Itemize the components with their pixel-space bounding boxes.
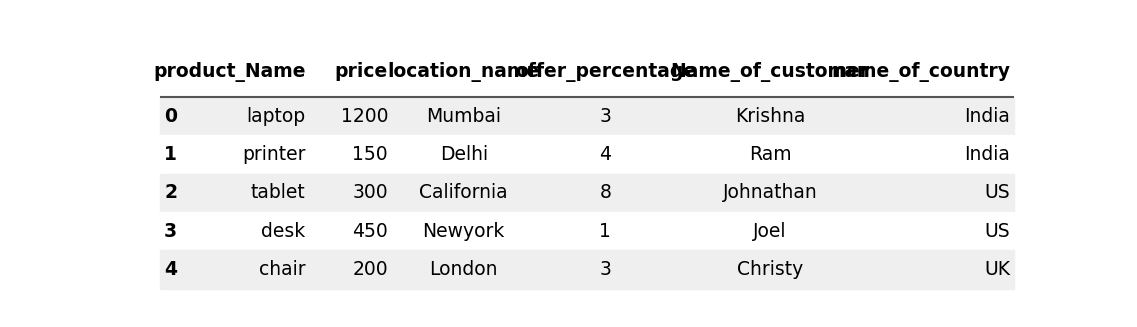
Text: Krishna: Krishna <box>735 107 805 126</box>
Text: Ram: Ram <box>748 145 791 164</box>
Text: offer_percentage: offer_percentage <box>515 62 696 82</box>
Text: 3: 3 <box>599 107 612 126</box>
Text: UK: UK <box>985 260 1010 279</box>
Text: London: London <box>430 260 498 279</box>
Text: 1: 1 <box>164 145 177 164</box>
Text: 4: 4 <box>164 260 177 279</box>
Text: Delhi: Delhi <box>440 145 488 164</box>
Text: location_name: location_name <box>388 62 540 82</box>
Text: Mumbai: Mumbai <box>426 107 501 126</box>
Text: US: US <box>985 183 1010 202</box>
Text: Joel: Joel <box>753 222 787 241</box>
Text: Newyork: Newyork <box>423 222 505 241</box>
Text: US: US <box>985 222 1010 241</box>
Bar <box>159 250 1014 288</box>
Text: name_of_country: name_of_country <box>831 62 1010 82</box>
Text: 3: 3 <box>164 222 177 241</box>
Bar <box>159 97 1014 135</box>
Text: 200: 200 <box>352 260 388 279</box>
Text: Name_of_customer: Name_of_customer <box>671 62 870 82</box>
Text: 2: 2 <box>164 183 177 202</box>
Text: 450: 450 <box>352 222 388 241</box>
Text: printer: printer <box>242 145 306 164</box>
Text: 150: 150 <box>352 145 388 164</box>
Text: 1: 1 <box>599 222 612 241</box>
Bar <box>159 135 1014 174</box>
Text: 8: 8 <box>599 183 612 202</box>
Text: tablet: tablet <box>251 183 306 202</box>
Text: product_Name: product_Name <box>153 62 306 82</box>
Text: chair: chair <box>259 260 306 279</box>
Text: India: India <box>964 107 1010 126</box>
Bar <box>159 174 1014 212</box>
Bar <box>159 47 1014 97</box>
Text: 3: 3 <box>599 260 612 279</box>
Text: India: India <box>964 145 1010 164</box>
Text: price: price <box>335 62 388 81</box>
Text: California: California <box>420 183 508 202</box>
Text: 300: 300 <box>352 183 388 202</box>
Bar <box>159 212 1014 250</box>
Text: 4: 4 <box>599 145 612 164</box>
Text: Christy: Christy <box>737 260 803 279</box>
Text: 0: 0 <box>164 107 177 126</box>
Text: laptop: laptop <box>247 107 306 126</box>
Text: desk: desk <box>262 222 306 241</box>
Text: Johnathan: Johnathan <box>723 183 818 202</box>
Text: 1200: 1200 <box>341 107 388 126</box>
